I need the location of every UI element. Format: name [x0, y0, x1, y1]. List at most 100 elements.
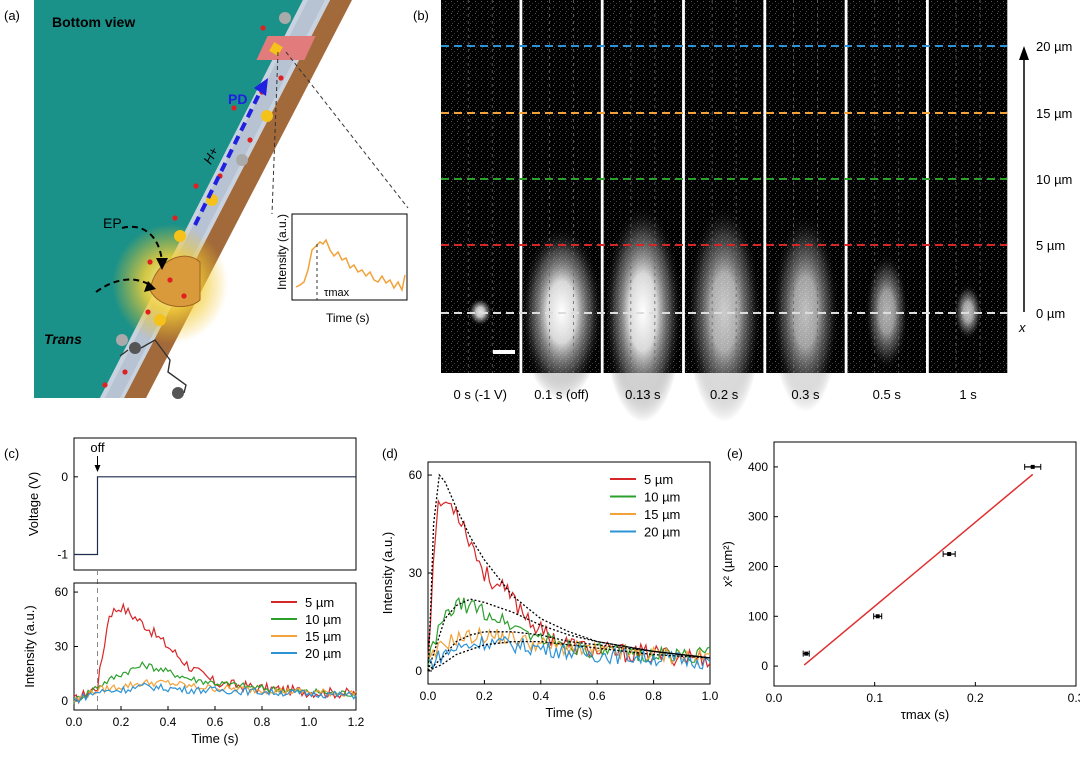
position-labels: 20 µm 15 µm 10 µm 5 µm 0 µm	[1036, 39, 1072, 321]
ep-arrow-2-head	[144, 281, 156, 292]
data-point	[1030, 464, 1035, 469]
plot-frame	[773, 441, 1077, 687]
ep-arrow-1	[121, 225, 163, 263]
legend-label: 20 µm	[305, 646, 341, 661]
y-tick-label: 0	[61, 694, 68, 708]
position-label: 20 µm	[1036, 39, 1072, 54]
series-line	[73, 678, 357, 703]
x-tick-label: 0.1	[866, 691, 883, 705]
x-tick-label: 0.4	[160, 715, 177, 729]
x-tick-label: 0.0	[66, 715, 83, 729]
x-axis-label: τmax (s)	[901, 707, 949, 722]
frame-label: 1 s	[959, 387, 977, 402]
series-line	[427, 596, 711, 669]
position-label: 10 µm	[1036, 172, 1072, 187]
position-axis: x	[1018, 46, 1029, 335]
position-lines	[441, 45, 1008, 314]
y-tick-label: 100	[748, 609, 768, 623]
inset-frame	[291, 213, 408, 301]
y-axis-label: Intensity (a.u.)	[22, 605, 37, 687]
legend-label: 15 µm	[644, 507, 680, 522]
panel-b-label: (b)	[413, 8, 429, 23]
x-tick-label: 0.2	[967, 691, 984, 705]
y-tick-label: 400	[748, 460, 768, 474]
inset-guide-2	[285, 51, 409, 209]
ep-arrow-1-head	[156, 258, 168, 270]
inset-xlabel: Time (s)	[326, 311, 370, 325]
x-tick-label: 1.0	[702, 689, 719, 703]
ions	[102, 25, 284, 388]
y-tick-label: 30	[55, 640, 69, 654]
position-label: 15 µm	[1036, 106, 1072, 121]
detection-region	[256, 36, 316, 60]
pd-arrow	[193, 87, 264, 226]
inset-guide-1	[271, 51, 279, 215]
x-axis-label: x	[1018, 320, 1026, 335]
data-point	[875, 614, 880, 619]
x-tick-label: 0.0	[420, 689, 437, 703]
ep-label: EP	[103, 215, 122, 231]
inset-ylabel: Intensity (a.u.)	[275, 214, 289, 290]
y-tick-label: 60	[55, 585, 69, 599]
image-frames	[441, 0, 1008, 422]
data-point	[947, 552, 952, 557]
pd-label: PD	[228, 91, 247, 107]
fit-line	[803, 473, 1034, 666]
y-axis-label: Intensity (a.u.)	[380, 532, 395, 614]
y-tick-label: 30	[409, 566, 423, 580]
x-tick-label: 0.4	[532, 689, 549, 703]
x-tick-label: 0.3	[1068, 691, 1080, 705]
series-line	[427, 626, 711, 666]
legend-label: 15 µm	[305, 629, 341, 644]
pd-arrow-head	[254, 78, 268, 96]
panel-a-label: (a)	[4, 8, 20, 23]
chart-voltage: -1 0 Voltage (V) off	[26, 437, 357, 710]
series-line	[73, 682, 357, 704]
frame-label: 0.1 s (off)	[534, 387, 589, 402]
y-tick-label: 0	[61, 470, 68, 484]
fit-curve	[427, 473, 711, 671]
x-tick-label: 0.6	[589, 689, 606, 703]
plot-frame	[73, 437, 357, 571]
frame-label: 0.13 s	[625, 387, 661, 402]
x-tick-label: 0.0	[766, 691, 783, 705]
x-tick-label: 0.2	[476, 689, 493, 703]
legend-label: 5 µm	[305, 595, 334, 610]
chart-intensity-c: 0.0 0.2 0.4 0.6 0.8 1.0 1.2 0 30 60 Time (s) Intens…	[22, 582, 365, 746]
y-axis-label: Voltage (V)	[26, 472, 41, 536]
position-label: 5 µm	[1036, 238, 1065, 253]
series-line	[427, 635, 711, 671]
x-axis-arrowhead	[1019, 46, 1029, 60]
y-tick-label: 0	[761, 659, 768, 673]
electrode-circuit	[119, 339, 187, 399]
panel-a: (a) Bottom view Trans PD H+	[4, 0, 409, 399]
inset-tau-label: τmax	[324, 287, 350, 299]
panel-d-label: (d)	[382, 446, 398, 461]
panel-b: (b) x 20 µm 15 µm 10 µm 5 µm 0 µm 0 s (-1 V)…	[413, 0, 1072, 422]
frame-labels: 0 s (-1 V) 0.1 s (off) 0.13 s 0.2 s 0.3 s 0.5…	[454, 387, 978, 402]
legend-label: 5 µm	[644, 472, 673, 487]
legend-label: 20 µm	[644, 525, 680, 540]
off-arrowhead	[94, 465, 101, 472]
panel-c-label: (c)	[4, 446, 19, 461]
proton-label: H+	[200, 144, 221, 166]
legend-label: 10 µm	[305, 612, 341, 627]
x-tick-label: 0.6	[207, 715, 224, 729]
fit-curve	[427, 631, 711, 672]
detection-spot	[269, 42, 283, 56]
panel-e-label: (e)	[727, 446, 743, 461]
frame-label: 0.5 s	[873, 387, 902, 402]
frame-label: 0 s (-1 V)	[454, 387, 507, 402]
y-tick-label: 300	[748, 510, 768, 524]
fluorescence-blob	[686, 202, 763, 422]
y-tick-label: -1	[57, 547, 68, 561]
legend-label: 10 µm	[644, 490, 680, 505]
bottom-view-title: Bottom view	[52, 14, 135, 30]
x-axis-label: Time (s)	[191, 731, 238, 746]
off-annotation: off	[90, 440, 105, 455]
x-tick-label: 0.2	[113, 715, 130, 729]
trans-label: Trans	[44, 331, 82, 347]
fit-curve	[427, 598, 711, 672]
fit-curve	[427, 640, 711, 672]
